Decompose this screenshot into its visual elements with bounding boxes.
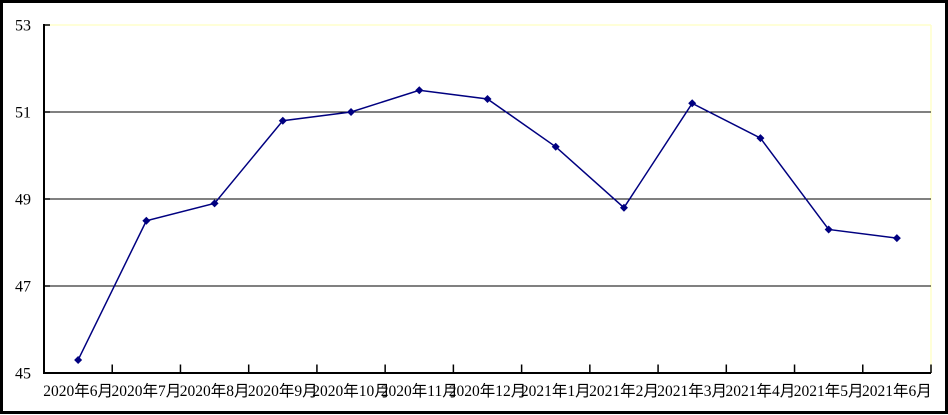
data-point-marker: [892, 234, 901, 243]
x-axis-label: 2021年6月: [862, 382, 932, 400]
y-axis-label: 53: [15, 18, 31, 35]
data-point-marker: [688, 99, 697, 108]
x-axis-label: 2021年3月: [657, 382, 727, 400]
y-axis-label: 45: [15, 366, 31, 383]
data-point-marker: [483, 94, 492, 103]
x-axis-label: 2020年12月: [449, 382, 527, 400]
data-point-marker: [551, 142, 560, 151]
data-point-marker: [619, 203, 628, 212]
x-axis-label: 2021年4月: [726, 382, 796, 400]
y-axis-label: 51: [15, 105, 31, 122]
x-axis-label: 2021年2月: [589, 382, 659, 400]
data-point-marker: [347, 108, 356, 116]
data-point-marker: [74, 355, 83, 364]
data-point-marker: [415, 86, 424, 95]
data-point-marker: [278, 116, 287, 125]
data-point-marker: [756, 134, 765, 143]
data-point-marker: [142, 216, 151, 225]
x-axis-label: 2021年1月: [521, 382, 591, 400]
x-axis-label: 2020年9月: [248, 382, 318, 400]
x-axis-label: 2020年7月: [111, 382, 181, 400]
y-axis-label: 47: [15, 279, 31, 296]
data-point-marker: [210, 199, 219, 208]
x-axis-label: 2020年10月: [312, 382, 390, 400]
y-axis-label: 49: [15, 192, 31, 209]
x-axis-label: 2020年11月: [381, 382, 458, 400]
x-axis-label: 2021年5月: [794, 382, 864, 400]
x-axis-label: 2020年6月: [43, 382, 113, 400]
data-point-marker: [824, 225, 833, 234]
x-axis-label: 2020年8月: [180, 382, 250, 400]
